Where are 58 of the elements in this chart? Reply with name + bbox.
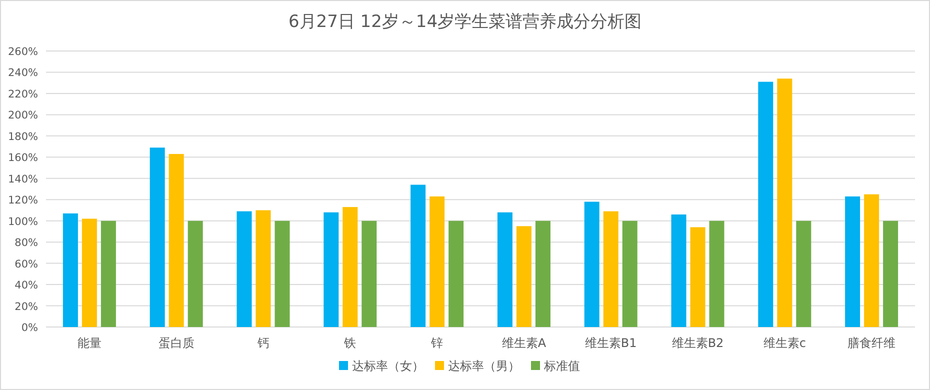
bar (758, 82, 774, 327)
chart-title: 6月27日 12岁～14岁学生菜谱营养成分分析图 (288, 12, 642, 32)
legend-label: 标准值 (543, 359, 580, 373)
x-tick-label: 维生素A (502, 336, 547, 350)
y-tick-label: 120% (8, 194, 38, 207)
bar (430, 196, 445, 327)
bar (622, 220, 638, 327)
x-tick-label: 维生素c (763, 336, 806, 350)
x-tick-label: 钙 (256, 336, 270, 350)
bar (100, 220, 116, 327)
bar (168, 154, 184, 327)
y-tick-label: 160% (8, 152, 38, 164)
bar (188, 220, 203, 327)
bar (410, 184, 426, 327)
x-tick-label: 维生素B2 (672, 336, 724, 350)
x-tick-label: 维生素B1 (584, 336, 637, 350)
y-tick-label: 80% (14, 237, 38, 250)
x-tick-label: 蛋白质 (158, 336, 194, 350)
bar (864, 194, 880, 327)
bar (497, 212, 512, 327)
bar (256, 210, 271, 327)
y-tick-label: 260% (8, 46, 38, 58)
y-tick-label: 200% (8, 110, 38, 122)
bar (535, 220, 550, 327)
bar (690, 227, 706, 327)
bar (82, 218, 97, 327)
bar (150, 148, 165, 327)
y-tick-label: 60% (14, 258, 38, 270)
x-tick-label: 锌 (430, 336, 444, 350)
bar (796, 220, 812, 327)
bar (845, 196, 860, 327)
bar (324, 212, 339, 327)
y-tick-label: 140% (8, 173, 38, 186)
bar (362, 220, 377, 327)
bar (671, 214, 686, 327)
bar (709, 220, 724, 327)
bar (274, 220, 290, 327)
legend-label: 达标率（男） (448, 359, 520, 373)
bar (603, 211, 618, 327)
x-tick-label: 能量 (77, 336, 102, 350)
y-tick-label: 0% (21, 322, 38, 334)
y-tick-label: 220% (8, 88, 38, 100)
bar (448, 220, 464, 327)
bar (777, 78, 792, 327)
y-tick-label: 100% (8, 216, 38, 228)
x-tick-label: 铁 (343, 336, 356, 350)
bar (516, 226, 532, 327)
legend-label: 达标率（女） (352, 359, 424, 373)
bar (883, 220, 898, 327)
y-tick-label: 20% (14, 300, 38, 313)
bar (342, 207, 358, 327)
x-tick-label: 膳食纤维 (848, 336, 896, 350)
bar (584, 202, 600, 327)
y-tick-label: 180% (8, 130, 38, 143)
y-tick-label: 40% (14, 280, 38, 292)
bar (236, 211, 252, 327)
y-tick-label: 240% (8, 67, 38, 80)
bar (62, 213, 78, 327)
